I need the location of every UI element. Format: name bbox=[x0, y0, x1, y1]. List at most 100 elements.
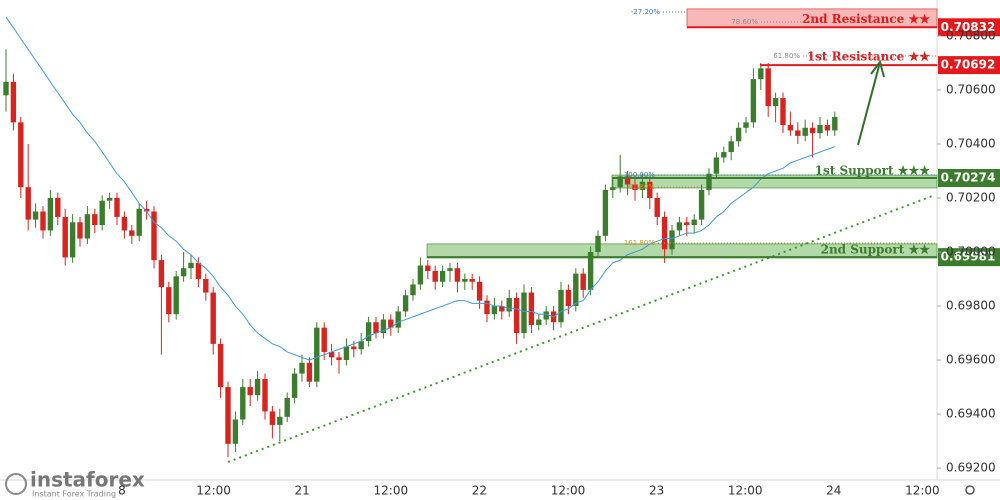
candle-body bbox=[528, 292, 535, 325]
candle-body bbox=[817, 125, 823, 134]
candle-body bbox=[713, 157, 720, 174]
candle-body bbox=[136, 208, 142, 236]
trend-line bbox=[227, 194, 936, 463]
candle-body bbox=[18, 122, 24, 188]
level-name: 1st Resistance ★★ bbox=[807, 50, 930, 64]
price-tag bbox=[938, 18, 1000, 37]
candle-body bbox=[365, 322, 372, 342]
candle-body bbox=[299, 362, 305, 374]
candle-body bbox=[654, 197, 660, 217]
candle-body bbox=[173, 276, 179, 315]
candle-body bbox=[698, 189, 705, 220]
candle-body bbox=[669, 230, 675, 250]
candle-body bbox=[402, 295, 409, 312]
price-tag bbox=[938, 56, 1000, 75]
candle-body bbox=[291, 373, 298, 398]
y-tick-label: 0.70800 bbox=[946, 28, 996, 42]
candle-body bbox=[47, 197, 54, 231]
candle-body bbox=[254, 378, 261, 396]
candle-body bbox=[106, 197, 113, 201]
candle-body bbox=[691, 219, 697, 226]
candle-body bbox=[469, 279, 475, 282]
x-tick-label: 12:00 bbox=[551, 484, 586, 498]
x-tick-label: 23 bbox=[649, 484, 664, 498]
y-tick-label: 0.70400 bbox=[946, 136, 996, 150]
candle-body bbox=[314, 327, 320, 382]
y-tick-label: 0.70200 bbox=[946, 190, 996, 204]
candle-body bbox=[824, 125, 831, 131]
level-name: 2nd Support ★★ bbox=[821, 243, 931, 257]
candle-body bbox=[462, 279, 468, 282]
candle-body bbox=[410, 284, 416, 296]
fib-label: 78.60% bbox=[731, 18, 758, 26]
candle-body bbox=[832, 116, 838, 131]
candle-body bbox=[321, 327, 327, 352]
y-tick-label: 0.69400 bbox=[946, 407, 996, 421]
candle-body bbox=[188, 262, 194, 269]
candle-body bbox=[521, 292, 527, 334]
y-tick-label: 0.69200 bbox=[946, 461, 996, 475]
candle-body bbox=[92, 214, 98, 226]
fib-label: -27.20% bbox=[631, 8, 661, 16]
arrow bbox=[857, 65, 880, 146]
x-tick-label: 22 bbox=[472, 484, 487, 498]
logo-icon bbox=[5, 473, 27, 495]
candle-body bbox=[358, 341, 364, 350]
price-tag-label: 0.70832 bbox=[941, 20, 996, 34]
candle-body bbox=[513, 297, 520, 334]
candle-body bbox=[306, 362, 313, 382]
logo-tagline: Instant Forex Trading bbox=[32, 490, 116, 499]
level-name: 1st Support ★★★ bbox=[815, 164, 931, 178]
candle-body bbox=[262, 378, 268, 412]
logo: instaforex Instant Forex Trading bbox=[5, 468, 145, 499]
candle-body bbox=[750, 79, 757, 123]
moving-average bbox=[5, 16, 835, 361]
candle-body bbox=[343, 346, 350, 361]
candle-body bbox=[573, 273, 579, 307]
candle-body bbox=[447, 268, 453, 271]
fib-label: 100.00% bbox=[624, 171, 655, 179]
candle-body bbox=[210, 292, 216, 344]
candle-body bbox=[69, 222, 76, 258]
candle-body bbox=[166, 287, 172, 315]
candle-body bbox=[328, 351, 335, 358]
settings-icon[interactable] bbox=[965, 485, 975, 495]
x-tick-label: 21 bbox=[295, 484, 310, 498]
candle-body bbox=[121, 216, 128, 231]
candle-body bbox=[580, 273, 586, 290]
candle-body bbox=[55, 197, 61, 217]
price-tag-label: 0.70692 bbox=[941, 58, 996, 72]
candle-body bbox=[143, 208, 150, 212]
candle-body bbox=[380, 319, 387, 334]
price-tag bbox=[938, 248, 1000, 267]
candle-body bbox=[735, 127, 742, 142]
candle-body bbox=[25, 187, 31, 220]
x-tick-label: 8 bbox=[118, 484, 126, 498]
candle-body bbox=[772, 98, 779, 107]
fib-label: 61.80% bbox=[628, 183, 655, 191]
candle-body bbox=[728, 141, 734, 153]
candle-body bbox=[787, 125, 794, 131]
candle-body bbox=[765, 68, 771, 107]
fib-label: 61.80% bbox=[773, 52, 800, 60]
candle-body bbox=[439, 270, 446, 282]
price-tag-label: 0.69981 bbox=[941, 250, 996, 264]
price-tag bbox=[938, 169, 1000, 188]
candle-body bbox=[3, 81, 9, 96]
x-tick-label: 12:00 bbox=[196, 484, 231, 498]
candle-body bbox=[269, 411, 276, 425]
candle-body bbox=[40, 211, 46, 231]
candle-body bbox=[565, 289, 572, 307]
candle-body bbox=[240, 387, 246, 420]
x-tick-label: 12:00 bbox=[728, 484, 763, 498]
candle-body bbox=[351, 346, 357, 350]
arrow-head bbox=[870, 59, 885, 78]
candle-body bbox=[706, 173, 712, 190]
x-tick-label: 12:00 bbox=[905, 484, 940, 498]
candle-body bbox=[536, 319, 542, 325]
candle-body bbox=[432, 270, 438, 282]
price-tag-label: 0.70274 bbox=[941, 171, 996, 185]
candle-body bbox=[595, 235, 601, 253]
candle-body bbox=[247, 387, 253, 396]
candle-body bbox=[217, 343, 224, 388]
